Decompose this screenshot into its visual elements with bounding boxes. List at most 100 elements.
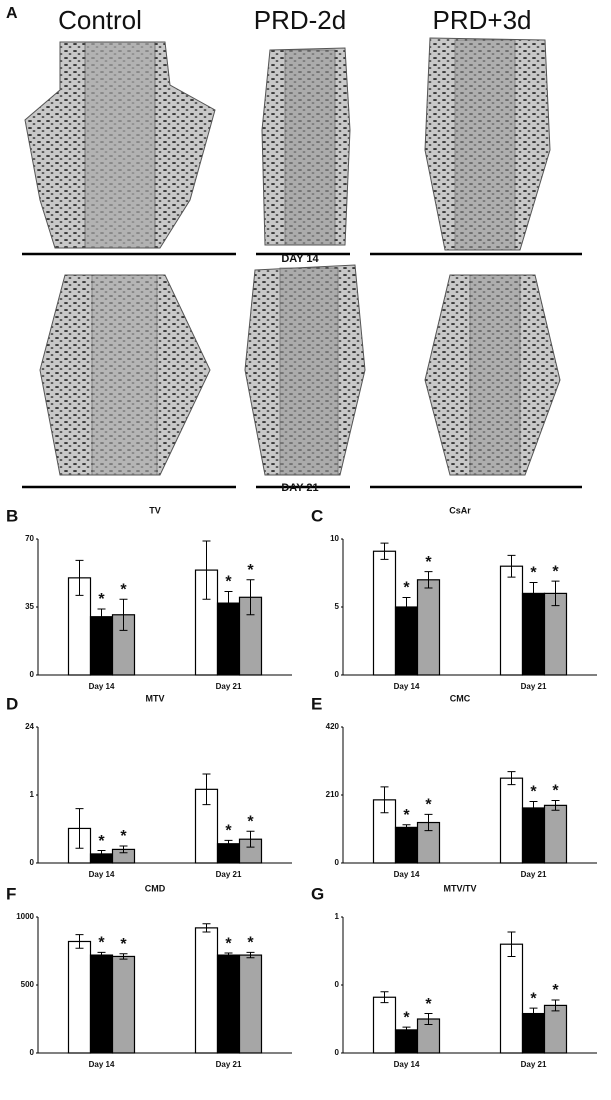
y-tick-label: 70 <box>25 534 34 543</box>
bar <box>111 955 136 1054</box>
error-bar <box>424 571 433 589</box>
bar <box>499 943 524 1054</box>
separators <box>22 252 582 489</box>
bar <box>238 954 263 1054</box>
y-tick-label: 5 <box>335 602 340 611</box>
error-bar <box>380 786 389 814</box>
bar <box>216 954 241 1054</box>
error-bar <box>529 1007 538 1020</box>
x-tick-label: Day 14 <box>89 870 115 879</box>
error-bar <box>380 991 389 1004</box>
y-tick-label: 10 <box>330 534 339 543</box>
x-tick-label: Day 14 <box>394 870 420 879</box>
error-bar <box>246 579 255 616</box>
significance-marker: * <box>98 833 105 850</box>
bar <box>372 996 397 1054</box>
error-bar <box>75 934 84 949</box>
significance-marker: * <box>247 562 254 579</box>
bar <box>543 804 568 864</box>
significance-marker: * <box>425 797 432 814</box>
error-bar <box>246 951 255 959</box>
error-bar <box>402 824 411 831</box>
error-bar <box>529 582 538 605</box>
error-bar <box>202 923 211 933</box>
x-tick-label: Day 14 <box>394 682 420 691</box>
significance-marker: * <box>120 828 127 845</box>
error-bar <box>97 850 106 858</box>
panel-label: A <box>6 5 18 22</box>
y-tick-label: 0 <box>335 1048 340 1057</box>
column-label: Control <box>58 5 142 35</box>
bar <box>394 606 419 676</box>
x-tick-label: Day 21 <box>521 682 547 691</box>
y-tick-label: 0 <box>335 980 340 989</box>
panel-label: B <box>6 506 18 525</box>
chart-title: TV <box>149 505 161 515</box>
chart-title: CMD <box>145 883 166 893</box>
bar <box>372 550 397 676</box>
bar <box>499 777 524 864</box>
bar <box>543 1004 568 1054</box>
significance-marker: * <box>98 591 105 608</box>
error-bar <box>97 951 106 959</box>
y-tick-label: 0 <box>30 858 35 867</box>
error-bar <box>402 596 411 618</box>
row-label: DAY 21 <box>281 482 318 494</box>
bar <box>521 592 546 676</box>
significance-marker: * <box>530 784 537 801</box>
error-bar <box>507 931 516 957</box>
significance-marker: * <box>98 935 105 952</box>
significance-marker: * <box>120 936 127 953</box>
error-bar <box>224 590 233 616</box>
significance-marker: * <box>225 823 232 840</box>
significance-marker: * <box>403 580 410 597</box>
panel-label: F <box>6 884 16 903</box>
significance-marker: * <box>225 574 232 591</box>
row-label: DAY 14 <box>281 253 319 265</box>
bar <box>394 1029 419 1054</box>
significance-marker: * <box>425 996 432 1013</box>
error-bar <box>202 773 211 806</box>
chart-title: MTV <box>146 693 165 703</box>
error-bar <box>75 808 84 849</box>
error-bar <box>202 540 211 600</box>
y-tick-label: 420 <box>326 722 340 731</box>
x-tick-label: Day 14 <box>89 682 115 691</box>
y-tick-label: 1 <box>335 912 340 921</box>
y-tick-label: 1000 <box>16 912 34 921</box>
significance-marker: * <box>425 554 432 571</box>
bar <box>67 940 92 1054</box>
significance-marker: * <box>247 935 254 952</box>
significance-marker: * <box>530 565 537 582</box>
y-tick-label: 210 <box>326 790 340 799</box>
error-bar <box>424 1013 433 1025</box>
x-tick-label: Day 14 <box>394 1060 420 1069</box>
y-tick-label: 0 <box>335 670 340 679</box>
column-label: PRD-2d <box>254 5 346 35</box>
significance-marker: * <box>225 935 232 952</box>
panel-label: G <box>311 884 324 903</box>
x-tick-label: Day 21 <box>216 1060 242 1069</box>
bar <box>89 954 114 1054</box>
error-bar <box>97 608 106 625</box>
error-bar <box>551 580 560 607</box>
x-tick-label: Day 21 <box>216 870 242 879</box>
error-bar <box>551 800 560 811</box>
significance-marker: * <box>120 581 127 598</box>
significance-marker: * <box>247 813 254 830</box>
x-tick-label: Day 21 <box>521 1060 547 1069</box>
error-bar <box>224 952 233 958</box>
panel-label: D <box>6 694 18 713</box>
bar <box>521 807 546 864</box>
bar <box>89 616 114 676</box>
y-tick-label: 500 <box>21 980 35 989</box>
y-tick-label: 35 <box>25 602 34 611</box>
error-bar <box>551 999 560 1012</box>
column-label: PRD+3d <box>433 5 532 35</box>
significance-marker: * <box>530 990 537 1007</box>
y-tick-label: 0 <box>30 1048 35 1057</box>
bar <box>394 826 419 864</box>
significance-marker: * <box>552 982 559 999</box>
significance-marker: * <box>552 563 559 580</box>
